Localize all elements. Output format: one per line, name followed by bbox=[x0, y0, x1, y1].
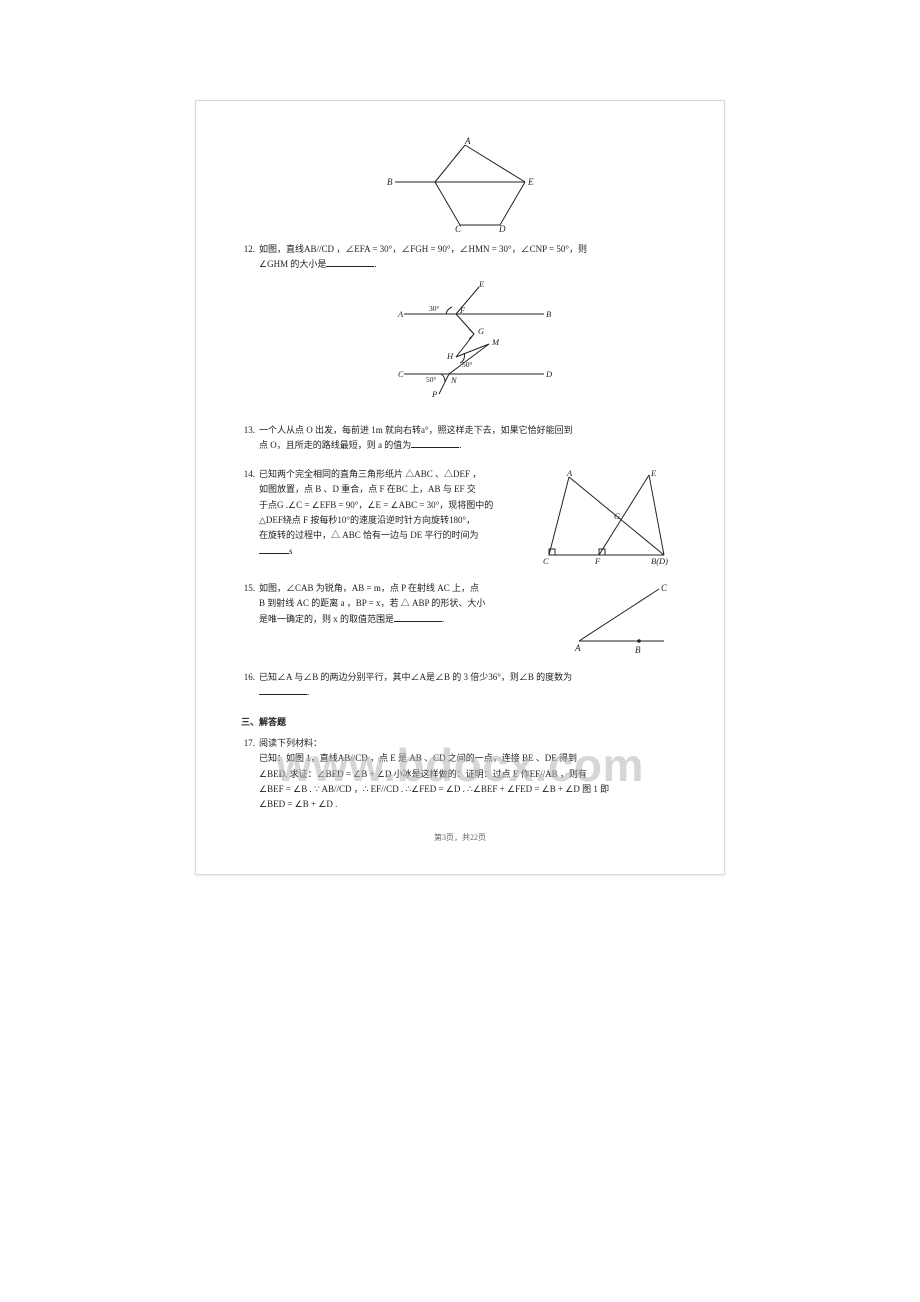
fig12-angle-30: 30° bbox=[429, 304, 440, 313]
problem-text: 在旋转的过程中，△ ABC 恰有一边与 DE 平行的时间为 bbox=[259, 530, 479, 540]
problem-number: 17. bbox=[241, 736, 259, 812]
problem-16: 16. 已知∠A 与∠B 的两边分别平行，其中∠A是∠B 的 3 倍少36°，则… bbox=[241, 670, 679, 701]
fig12-angle-50a: 50° bbox=[462, 360, 473, 369]
problem-text: B 到射线 AC 的距离 a ，BP = x，若 △ ABP 的形状、大小 bbox=[259, 598, 485, 608]
problem-text: 阅读下列材料： bbox=[259, 738, 322, 748]
problem-text: △DEF绕点 F 按每秒10°的速度沿逆时针方向旋转180°， bbox=[259, 515, 475, 525]
problem-text: 于点G .∠C = ∠EFB = 90°，∠E = ∠ABC = 30°，现将图… bbox=[259, 500, 493, 510]
fig14-label-C: C bbox=[543, 556, 549, 566]
figure-12: E A B F G H M C D N P 30° 50° bbox=[259, 279, 679, 399]
fig12-label-G: G bbox=[478, 326, 484, 336]
problem-text: 如图，∠CAB 为锐角，AB = m，点 P 在射线 AC 上，点 bbox=[259, 583, 479, 593]
problem-text: ∠BED = ∠B + ∠D . bbox=[259, 799, 337, 809]
answer-blank bbox=[394, 612, 442, 622]
problem-number: 14. bbox=[241, 467, 259, 567]
fig12-label-D: D bbox=[545, 369, 553, 379]
problem-text: . bbox=[459, 440, 461, 450]
problem-text: ∠BEF = ∠B . ∵ AB//CD ，∴ EF//CD . ∴∠FED =… bbox=[259, 784, 609, 794]
section-title-3: 三、解答题 bbox=[241, 715, 679, 730]
fig11-label-C: C bbox=[455, 224, 462, 232]
answer-blank bbox=[259, 544, 289, 554]
fig12-label-E: E bbox=[478, 279, 485, 289]
answer-blank bbox=[259, 685, 307, 695]
figure-11: A B E C D bbox=[241, 137, 679, 232]
problem-14: 14. 已知两个完全相同的直角三角形纸片 △ABC 、△DEF ， 如图放置，点… bbox=[241, 467, 679, 567]
problem-text: 一个人从点 O 出发，每前进 1m 就向右转a°，照这样走下去，如果它恰好能回到 bbox=[259, 425, 573, 435]
problem-text: 已知两个完全相同的直角三角形纸片 △ABC 、△DEF ， bbox=[259, 469, 481, 479]
problem-12: 12. 如图，直线AB//CD ，∠EFA = 30°，∠FGH = 90°，∠… bbox=[241, 242, 679, 409]
figure-15: C A B bbox=[569, 581, 679, 656]
fig15-label-C: C bbox=[661, 583, 668, 593]
problem-number: 12. bbox=[241, 242, 259, 409]
answer-blank bbox=[326, 257, 374, 267]
fig14-label-A: A bbox=[566, 468, 573, 478]
fig14-label-F: F bbox=[594, 556, 601, 566]
fig11-label-D: D bbox=[498, 224, 506, 232]
problem-text: s bbox=[289, 546, 293, 556]
problem-text: 如图放置，点 B 、D 重合，点 F 在BC 上，AB 与 EF 交 bbox=[259, 484, 476, 494]
problem-text: . bbox=[374, 259, 376, 269]
fig11-label-E: E bbox=[527, 177, 534, 187]
document-page: A B E C D 12. 如图，直线AB//CD ，∠EFA = 30°，∠F… bbox=[195, 100, 725, 875]
problem-text: . bbox=[442, 614, 444, 624]
fig12-label-C: C bbox=[398, 369, 404, 379]
problem-number: 15. bbox=[241, 581, 259, 656]
fig14-label-G: G bbox=[614, 511, 620, 521]
problem-number: 13. bbox=[241, 423, 259, 454]
fig14-label-BD: B(D) bbox=[651, 556, 668, 566]
fig11-label-A: A bbox=[464, 137, 471, 146]
problem-text: ∠BED. 求证：∠BED = ∠B + ∠D 小冰是这样做的：证明：过点 E … bbox=[259, 769, 587, 779]
fig12-label-H: H bbox=[446, 351, 454, 361]
problem-17: 17. 阅读下列材料： 已知：如图 1，直线AB//CD ，点 E 是 AB 、… bbox=[241, 736, 679, 812]
problem-number: 16. bbox=[241, 670, 259, 701]
problem-text: 如图，直线AB//CD ，∠EFA = 30°，∠FGH = 90°，∠HMN … bbox=[259, 244, 587, 254]
problem-15: 15. 如图，∠CAB 为锐角，AB = m，点 P 在射线 AC 上，点 B … bbox=[241, 581, 679, 656]
fig12-label-B: B bbox=[546, 309, 551, 319]
fig12-label-F: F bbox=[459, 305, 466, 315]
fig12-label-M: M bbox=[491, 337, 500, 347]
problem-text: 已知∠A 与∠B 的两边分别平行，其中∠A是∠B 的 3 倍少36°，则∠B 的… bbox=[259, 672, 572, 682]
answer-blank bbox=[411, 438, 459, 448]
fig14-label-E: E bbox=[650, 468, 657, 478]
problem-13: 13. 一个人从点 O 出发，每前进 1m 就向右转a°，照这样走下去，如果它恰… bbox=[241, 423, 679, 454]
fig12-label-P: P bbox=[431, 389, 437, 399]
problem-text: 是唯一确定的，则 x 的取值范围是 bbox=[259, 614, 394, 624]
figure-14: A E G C F B(D) bbox=[529, 467, 679, 567]
fig15-label-B: B bbox=[635, 645, 641, 655]
fig12-label-N: N bbox=[450, 375, 458, 385]
fig12-label-A: A bbox=[397, 309, 404, 319]
problem-text: 已知：如图 1，直线AB//CD ，点 E 是 AB 、CD 之间的一点，连接 … bbox=[259, 753, 577, 763]
problem-text: ∠GHM 的大小是 bbox=[259, 259, 326, 269]
page-footer: 第3页，共22页 bbox=[241, 831, 679, 845]
problem-text: . bbox=[307, 687, 309, 697]
fig12-angle-50b: 50° bbox=[426, 375, 437, 384]
problem-text: 点 O，且所走的路线最短，则 a 的值为 bbox=[259, 440, 411, 450]
fig11-label-B: B bbox=[387, 177, 393, 187]
fig15-label-A: A bbox=[574, 643, 581, 653]
